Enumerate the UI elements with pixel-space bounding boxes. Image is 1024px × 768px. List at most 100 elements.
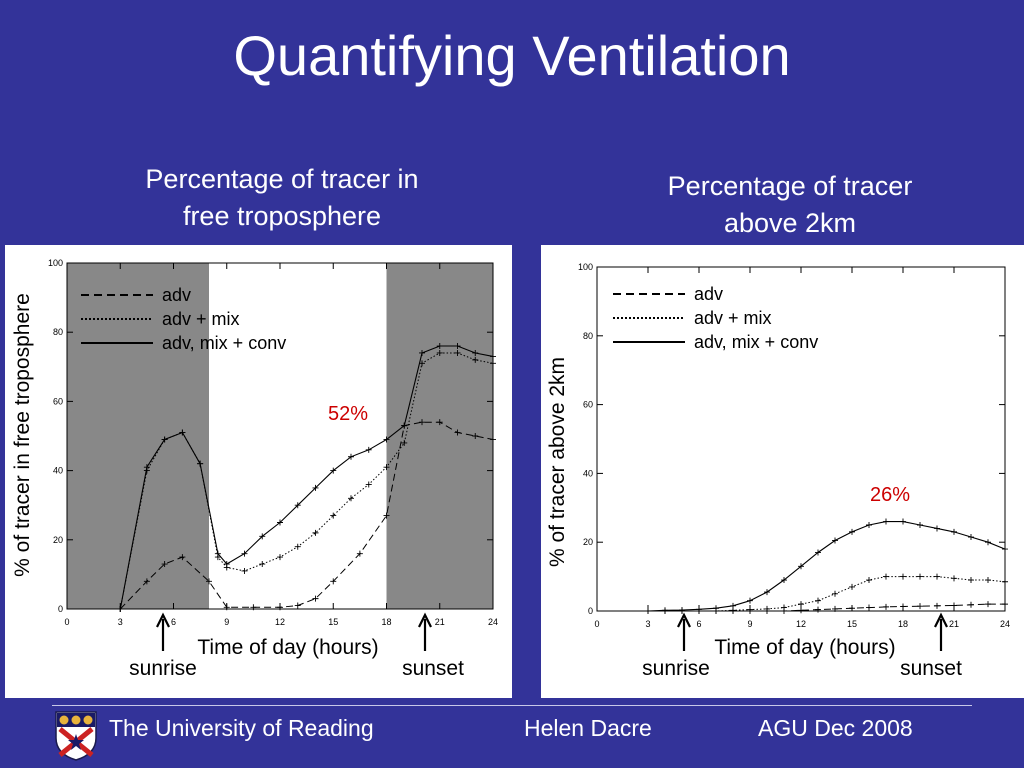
a2-y-tick-label: 80 (583, 331, 593, 341)
ft-sunset-label: sunset (402, 657, 464, 680)
ft-series-2-point (214, 550, 221, 557)
a2-series-1-point (781, 604, 787, 611)
ft-sunrise-arrow-head (156, 612, 170, 628)
ft-series-2-point (143, 464, 150, 471)
above-2km-figure: 0 3 6 9 12 15 18 21 24 0 20 40 60 80 100 adv adv + mix ad… (541, 245, 1024, 698)
a2-series-2-point (917, 522, 923, 528)
ft-x-tick-label: 0 (64, 617, 69, 627)
a2-series-1-point (849, 583, 855, 590)
a2-y-tick-label: 0 (588, 606, 593, 616)
ft-series-0-point (143, 578, 150, 585)
ft-y-tick-label: 80 (53, 327, 63, 337)
a2-series-0-point (849, 605, 855, 612)
a2-series-0-point (883, 603, 889, 610)
ft-series-0-point (277, 604, 283, 611)
a2-series-2-point (798, 563, 804, 570)
a2-legend-label-0: adv (694, 284, 723, 304)
ft-series-2-point (223, 561, 230, 568)
university-crest-icon (55, 711, 97, 761)
a2-legend-label-2: adv, mix + conv (694, 332, 818, 352)
ft-series-2-point (490, 353, 496, 360)
ft-series-1-point (401, 439, 408, 446)
ft-legend-label-0: adv (162, 285, 191, 305)
ft-series-0-point (179, 554, 186, 561)
ft-series-2-point (241, 550, 248, 557)
a2-series-0-point (985, 601, 991, 608)
a2-series-1-point (764, 605, 770, 612)
a2-series-1-point (985, 577, 991, 584)
a2-series-1-point (934, 573, 940, 580)
ft-series-2-point (277, 519, 283, 526)
a2-series-1-point (883, 573, 889, 580)
a2-x-tick-label: 15 (847, 619, 857, 629)
ft-percentage-annotation: 52% (328, 403, 368, 425)
a2-series-2-point (985, 539, 991, 546)
ft-sunset-arrow-head (418, 612, 432, 628)
a2-x-tick-label: 9 (747, 619, 752, 629)
ft-x-tick-label: 9 (224, 617, 229, 627)
a2-series-2-point (900, 518, 906, 525)
a2-x-tick-label: 21 (949, 619, 959, 629)
ft-series-2-point (179, 429, 186, 436)
a2-series-2-point (781, 577, 787, 584)
ft-series-0-point (161, 561, 168, 568)
a2-sunrise-label: sunrise (642, 657, 710, 680)
ft-series-0-point (454, 429, 461, 436)
a2-series-0-point (815, 606, 821, 613)
right-panel-title-line-1: Percentage of tracer (667, 171, 913, 201)
a2-series-0-point (798, 607, 804, 614)
a2-sunrise-arrow-head (677, 612, 691, 628)
a2-series-0-point (1002, 601, 1008, 608)
ft-series-2-point (197, 460, 204, 467)
ft-x-tick-label: 12 (275, 617, 285, 627)
footer-divider (52, 705, 972, 706)
a2-x-tick-label: 12 (796, 619, 806, 629)
ft-sunrise-label: sunrise (129, 657, 197, 680)
a2-series-1-point (951, 575, 957, 582)
ft-series-0-point (312, 595, 319, 602)
a2-series-0-point (917, 603, 923, 610)
ft-series-1-point (241, 567, 248, 574)
ft-series-0-point (330, 578, 337, 585)
ft-series-2-point (454, 343, 461, 350)
ft-series-1-point (472, 356, 479, 363)
a2-series-0-point (832, 605, 838, 612)
a2-x-tick-label: 24 (1000, 619, 1010, 629)
a2-series-1-point (1002, 578, 1008, 585)
right-panel-title: Percentage of tracer above 2km (590, 168, 990, 242)
slide-title: Quantifying Ventilation (233, 24, 791, 87)
a2-series-1-point (747, 606, 753, 613)
ft-series-0-point (356, 550, 363, 557)
a2-series-0-point (934, 602, 940, 609)
ft-series-2-point (161, 436, 168, 443)
ft-series-2-point (330, 467, 337, 474)
ft-series-1-point (490, 360, 496, 367)
left-panel-title-line-2: free troposphere (182, 201, 382, 231)
ft-series-1-point (436, 349, 443, 356)
ft-series-2-point (259, 533, 266, 540)
a2-series-1-point (900, 573, 906, 580)
a2-x-tick-label: 3 (645, 619, 650, 629)
ft-night-shading-0 (67, 263, 209, 609)
ft-series-1-point (365, 481, 372, 488)
a2-series-2-point (968, 534, 974, 541)
right-panel-title-line-2: above 2km (723, 208, 857, 238)
ft-y-tick-label: 0 (58, 604, 63, 614)
free-troposphere-figure: 0 3 6 9 12 15 18 21 24 0 20 40 60 80 100 adv adv + mix ad… (5, 245, 512, 698)
ft-series-2-point (383, 436, 390, 443)
ft-series-1-point (259, 561, 266, 568)
ft-y-tick-label: 60 (53, 396, 63, 406)
ft-series-2-point (294, 502, 301, 509)
a2-series-2-point (696, 606, 702, 613)
ft-x-tick-label: 15 (328, 617, 338, 627)
left-panel-title: Percentage of tracer in free troposphere (82, 161, 482, 235)
ft-series-1-point (383, 464, 390, 471)
ft-y-tick-label: 100 (48, 258, 63, 268)
a2-series-1-point (866, 577, 872, 584)
ft-series-2-point (312, 484, 319, 491)
a2-x-tick-label: 0 (594, 619, 599, 629)
a2-legend-label-1: adv + mix (694, 308, 772, 328)
ft-y-tick-label: 40 (53, 466, 63, 476)
ft-series-0-point (490, 436, 496, 443)
ft-series-2-point (472, 349, 479, 356)
